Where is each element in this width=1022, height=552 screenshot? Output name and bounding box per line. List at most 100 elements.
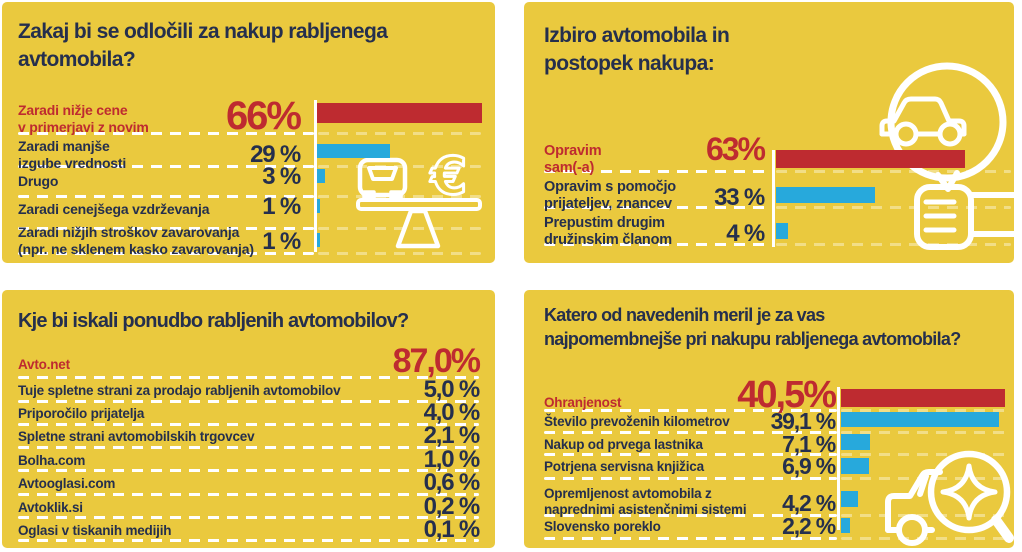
panel-title: Izbiro avtomobila in postopek nakupa:: [544, 24, 730, 75]
panel-important-criteria: Katero od navedenih meril je za vas najp…: [524, 290, 1014, 548]
row-value: 5,0 %: [423, 376, 481, 403]
dashed-separator: [318, 252, 481, 255]
panel-selection-process: Izbiro avtomobila in postopek nakupa: Op…: [524, 2, 1014, 263]
dashed-separator: [544, 537, 837, 540]
dashed-separator: [841, 431, 1007, 434]
dashed-separator: [318, 227, 481, 230]
dashed-separator: [841, 409, 1007, 412]
row-label: Zaradi nižje cene v primerjavi z novim: [18, 102, 149, 135]
row-value: 2,1 %: [423, 422, 481, 449]
row-label: Spletne strani avtomobilskih trgovcev: [18, 429, 255, 444]
dashed-separator: [18, 252, 314, 255]
row-label: Drugo: [18, 173, 59, 189]
row-label: Avtooglasi.com: [18, 476, 116, 491]
row-label: Slovensko poreklo: [544, 519, 661, 534]
row-label: Avto.net: [18, 357, 70, 372]
row-label: Bolha.com: [18, 453, 86, 468]
dashed-separator: [18, 539, 479, 542]
row-value: 0,2 %: [423, 493, 481, 520]
dashed-separator: [544, 206, 772, 209]
magnifier-car-hand-icon: [854, 50, 1014, 257]
bar: [776, 223, 788, 239]
svg-text:€: €: [430, 148, 467, 207]
dashed-separator: [318, 132, 481, 135]
row-label: Zaradi nižjih stroškov zavarovanja (npr.…: [18, 224, 254, 257]
panel-where-search-offers: Kje bi iskali ponudbo rabljenih avtomobi…: [2, 290, 495, 548]
dashed-separator: [841, 453, 1007, 456]
row-label: Zaradi manjše izgube vrednosti: [18, 138, 127, 171]
car-outline-icon: [885, 469, 943, 546]
dashed-separator: [18, 516, 479, 519]
row-label: Potrjena servisna knjižica: [544, 459, 704, 474]
bar: [317, 144, 390, 158]
magnifier-sparkle-icon: [927, 450, 1014, 543]
bar: [776, 187, 875, 203]
row-value: 4,0 %: [423, 399, 481, 426]
row-label: Ohranjenost: [544, 395, 622, 410]
dashed-separator: [18, 423, 479, 426]
dashed-separator: [18, 493, 479, 496]
dashed-separator: [776, 206, 1011, 209]
bar: [776, 150, 965, 168]
bar: [841, 412, 999, 427]
row-label: Priporočilo prijatelja: [18, 406, 145, 421]
car-side-icon: [879, 96, 967, 147]
row-label: Tuje spletne strani za prodajo rabljenih…: [18, 383, 341, 398]
row-label: Avtoklik.si: [18, 500, 83, 515]
dashed-separator: [544, 243, 772, 246]
row-value: 3 %: [262, 163, 301, 190]
row-value: 1 %: [262, 193, 301, 220]
scale-beam-icon: [356, 198, 482, 249]
row-label: Opremljenost avtomobila z naprednimi asi…: [544, 486, 747, 517]
bar: [841, 491, 858, 507]
bar: [841, 434, 870, 450]
dashed-separator: [776, 170, 1011, 173]
row-value: 40,5%: [737, 374, 837, 416]
row-label: Prepustim drugim družinskim članom: [544, 215, 672, 249]
row-value: 4,2 %: [782, 490, 836, 516]
row-label: Opravim s pomočjo prijateljev, znancev: [544, 179, 676, 213]
dashed-separator: [841, 514, 1007, 517]
car-magnifier-sparkle-icon: [874, 438, 1014, 548]
dashed-separator: [544, 477, 837, 480]
row-value: 33 %: [714, 184, 765, 211]
row-value: 7,1 %: [782, 431, 836, 457]
row-value: 0,6 %: [423, 469, 481, 496]
row-value: 2,2 %: [782, 513, 836, 539]
row-value: 87,0%: [392, 342, 481, 380]
panel-why-buy-used: Zakaj bi se odločili za nakup rabljenega…: [2, 2, 495, 263]
car-front-icon: [357, 157, 408, 200]
panel-title: Katero od navedenih meril je za vas najp…: [544, 305, 961, 349]
dashed-separator: [544, 431, 837, 434]
row-label: Oglasi v tiskanih medijih: [18, 523, 172, 538]
bar-axis-line: [314, 100, 317, 252]
dashed-separator: [544, 453, 837, 456]
row-value: 0,1 %: [423, 516, 481, 543]
bar-axis-line: [837, 387, 840, 530]
row-label: Število prevoženih kilometrov: [544, 414, 730, 429]
bar: [841, 458, 869, 474]
hand-icon: [914, 170, 1014, 250]
dashed-separator: [18, 132, 314, 135]
row-value: 4 %: [726, 220, 765, 247]
dashed-separator: [18, 165, 314, 168]
dashed-separator: [18, 446, 479, 449]
row-value: 63%: [705, 131, 766, 167]
row-value: 66%: [225, 94, 302, 138]
row-value: 1 %: [262, 228, 301, 255]
dashed-separator: [18, 400, 479, 403]
dashed-separator: [544, 514, 837, 517]
bar-axis-line: [772, 150, 775, 247]
dashed-separator: [18, 227, 314, 230]
dashed-separator: [318, 165, 481, 168]
panel-title: Kje bi iskali ponudbo rabljenih avtomobi…: [18, 310, 409, 332]
bar: [317, 199, 320, 213]
dashed-separator: [18, 195, 314, 198]
row-value: 39,1 %: [770, 408, 837, 434]
row-value: 1,0 %: [423, 446, 481, 473]
bar: [317, 103, 482, 123]
euro-icon: €: [428, 148, 468, 209]
bar: [841, 518, 850, 533]
row-value: 29 %: [250, 141, 301, 168]
